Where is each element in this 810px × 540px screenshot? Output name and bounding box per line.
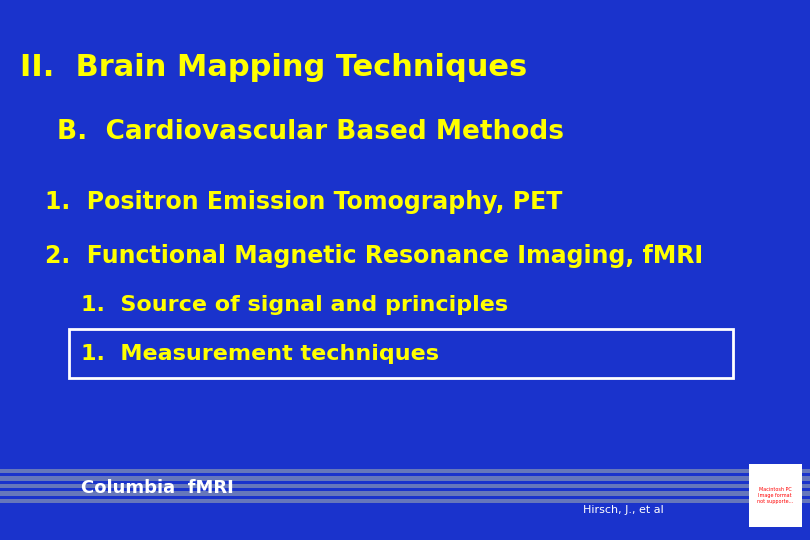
Bar <box>749 464 802 526</box>
Text: Hirsch, J., et al: Hirsch, J., et al <box>583 505 664 515</box>
Text: II.  Brain Mapping Techniques: II. Brain Mapping Techniques <box>20 53 527 82</box>
Text: 1.  Source of signal and principles: 1. Source of signal and principles <box>81 295 508 315</box>
Text: 1.  Positron Emission Tomography, PET: 1. Positron Emission Tomography, PET <box>45 191 562 214</box>
Bar <box>0 476 810 481</box>
Bar <box>0 491 810 496</box>
Text: 1.  Measurement techniques: 1. Measurement techniques <box>81 343 439 364</box>
Text: B.  Cardiovascular Based Methods: B. Cardiovascular Based Methods <box>57 119 564 145</box>
Bar <box>0 469 810 473</box>
Bar <box>0 484 810 488</box>
Bar <box>0 499 810 503</box>
Bar <box>69 329 733 378</box>
Text: 2.  Functional Magnetic Resonance Imaging, fMRI: 2. Functional Magnetic Resonance Imaging… <box>45 245 702 268</box>
Text: Macintosh PC
Image format
not supporte...: Macintosh PC Image format not supporte..… <box>757 488 793 504</box>
Text: Columbia  fMRI: Columbia fMRI <box>81 478 234 497</box>
